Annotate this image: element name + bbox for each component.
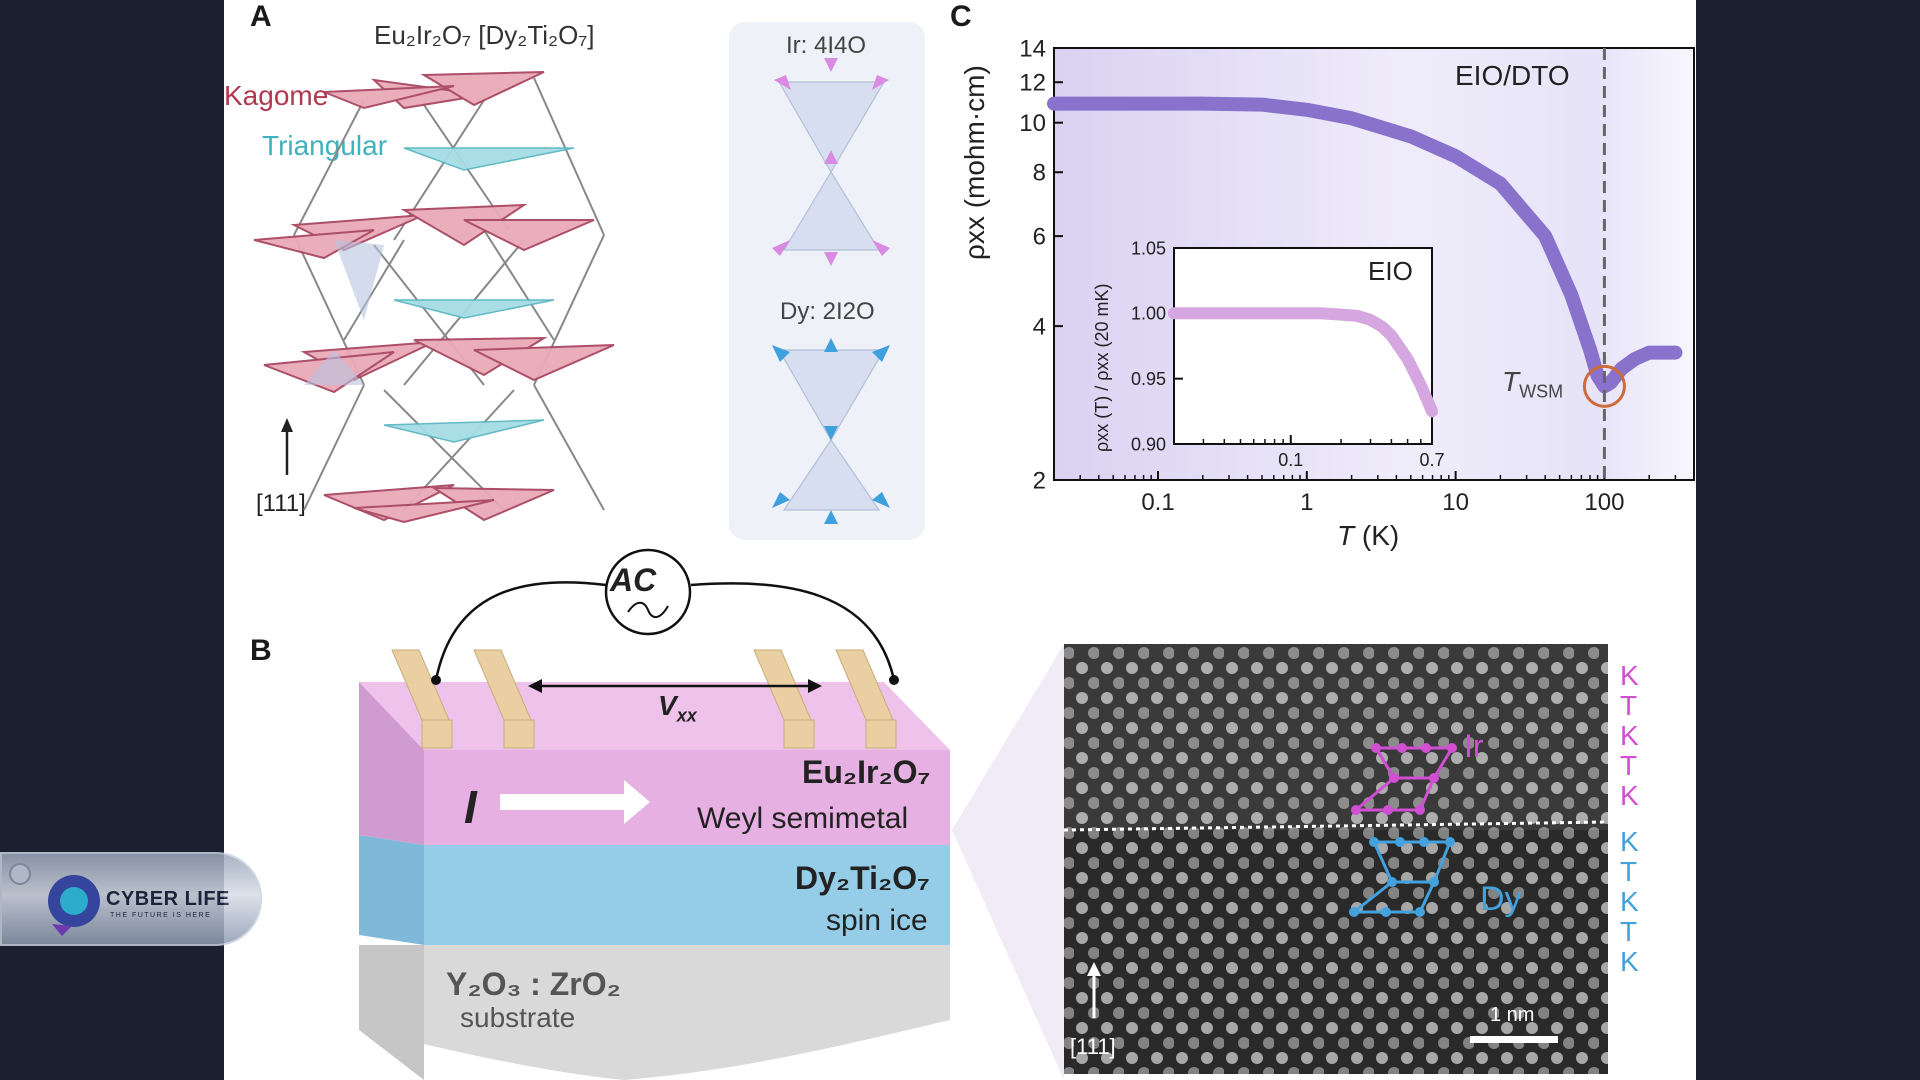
kagome-label: Kagome <box>224 80 329 111</box>
x-tick-label: 0.1 <box>1278 450 1303 470</box>
sequence-letter: K <box>1620 720 1639 751</box>
electrodes <box>391 649 897 749</box>
watermark-badge: CYBER LIFE THE FUTURE IS HERE <box>0 852 262 946</box>
twsm-label: TWSM <box>1502 366 1564 402</box>
stem-image <box>952 644 1609 1080</box>
current-arrow <box>500 780 650 824</box>
vxx-label: Vxx <box>658 690 697 726</box>
scale-bar <box>1470 1036 1558 1043</box>
scale-bar-label: 1 nm <box>1490 1004 1535 1026</box>
sequence-letter: T <box>1620 750 1638 781</box>
dy-site-label: Dy: 2I2O <box>780 298 875 325</box>
lattice-structure <box>253 71 615 524</box>
y-tick-label: 14 <box>1019 35 1046 62</box>
watermark-title: CYBER LIFE <box>106 888 230 910</box>
x-tick-label: 0.7 <box>1419 450 1444 470</box>
y-tick-label: 1.05 <box>1131 238 1166 258</box>
ac-source <box>604 548 692 636</box>
substrate-desc: substrate <box>460 1002 576 1033</box>
twsm-marker-circle <box>1582 364 1626 408</box>
eio-layer-desc: Weyl semimetal <box>697 802 909 835</box>
ir-arrows <box>772 58 890 266</box>
ir-site-label: Ir: 4I4O <box>786 32 867 59</box>
sequence-letter: K <box>1620 886 1639 917</box>
panel-c-letter: C <box>950 0 972 33</box>
sample-label: EIO/DTO <box>1455 60 1570 91</box>
ac-label: AC <box>610 562 657 598</box>
compound-formula: Eu₂Ir₂O₇ [Dy₂Ti₂O₇] <box>374 20 595 50</box>
tetrahedra-panel <box>729 22 925 540</box>
y-tick-label: 6 <box>1033 224 1046 251</box>
stem-dy-label: Dy <box>1480 880 1522 918</box>
inset-title: EIO <box>1368 256 1413 286</box>
x-tick-label: 10 <box>1442 489 1469 516</box>
sequence-letter: T <box>1620 856 1638 887</box>
y-tick-label: 10 <box>1019 110 1046 137</box>
sequence-letter: K <box>1620 780 1639 811</box>
panel-b-letter: B <box>250 634 272 667</box>
direction-label: [111] <box>256 490 306 517</box>
y-tick-label: 1.00 <box>1131 304 1166 324</box>
sequence-letter: K <box>1620 826 1639 857</box>
stem-direction-label: [111] <box>1070 1034 1116 1059</box>
series-line <box>1168 307 1438 418</box>
figure: A Eu₂Ir₂O₇ [Dy₂Ti₂O₇] Kagome Triangular … <box>224 0 1696 1080</box>
sequence-letter: T <box>1620 690 1638 721</box>
sequence-letter: K <box>1620 946 1639 977</box>
substrate-name: Y₂O₃ : ZrO₂ <box>446 966 621 1002</box>
dto-layer-name: Dy₂Ti₂O₇ <box>795 860 930 896</box>
y-tick-label: 8 <box>1033 160 1046 187</box>
eio-layer-name: Eu₂Ir₂O₇ <box>802 754 931 790</box>
inset-plot-area <box>1173 247 1433 445</box>
panel-a-letter: A <box>250 0 272 33</box>
dy-arrows <box>772 338 890 524</box>
sequence-letter: K <box>1620 660 1639 691</box>
sequence-letter: T <box>1620 916 1638 947</box>
watermark-tagline: THE FUTURE IS HERE <box>110 912 212 919</box>
x-tick-label: 100 <box>1584 489 1624 516</box>
triangular-label: Triangular <box>262 130 388 161</box>
y-tick-label: 12 <box>1019 70 1046 97</box>
resistivity-chart: 0.1 1 10 100 2 4 6 8 10 12 14 0.1 0.7 0.90 0.95 1.00 1.… <box>1019 35 1695 516</box>
current-label: I <box>464 781 477 833</box>
y-tick-label: 0.95 <box>1131 369 1166 389</box>
x-tick-label: 0.1 <box>1141 489 1174 516</box>
stem-ir-label: Ir <box>1464 728 1484 764</box>
x-axis-title: T (K) <box>1337 520 1400 551</box>
watermark-logo-icon <box>9 863 100 936</box>
y-tick-label: 4 <box>1033 314 1046 341</box>
y-tick-label: 2 <box>1033 467 1046 494</box>
x-tick-label: 1 <box>1300 489 1313 516</box>
dto-layer-desc: spin ice <box>826 904 928 937</box>
y-tick-label: 0.90 <box>1131 434 1166 454</box>
device-schematic <box>359 548 950 1080</box>
